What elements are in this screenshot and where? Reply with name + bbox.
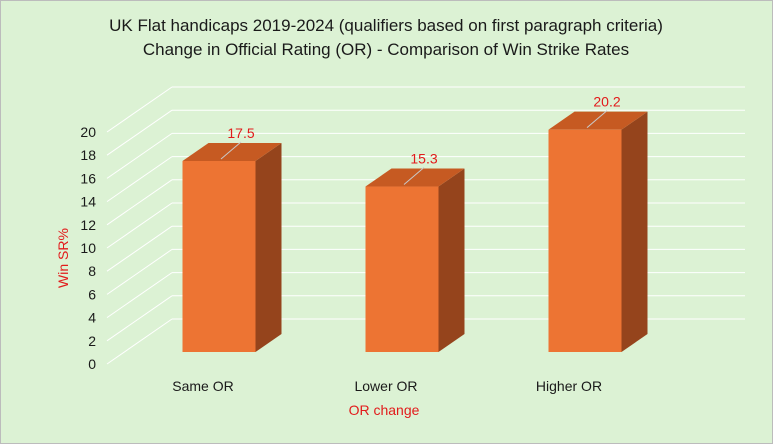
bars (182, 111, 648, 353)
bar-front (548, 129, 622, 352)
bar-top (548, 111, 648, 130)
y-axis-ticks: 0 2 4 6 8 10 12 14 16 18 20 (80, 124, 96, 372)
x-category-label: Higher OR (536, 378, 602, 394)
data-label: 20.2 (593, 94, 620, 110)
bar-top (182, 143, 282, 161)
data-label: 15.3 (410, 151, 437, 167)
data-label-leader (403, 167, 425, 185)
x-category-label: Lower OR (354, 378, 417, 394)
data-label-leader (586, 110, 608, 129)
y-tick-label: 6 (88, 286, 96, 302)
chart-title-line-2: Change in Official Rating (OR) - Compari… (143, 40, 629, 59)
gridline (106, 132, 745, 179)
y-tick-label: 12 (80, 217, 96, 233)
bar (182, 143, 282, 352)
x-axis-categories: Same OR Lower OR Higher OR (172, 378, 602, 394)
data-label: 17.5 (227, 125, 254, 141)
x-axis-title: OR change (349, 402, 420, 418)
y-axis-title: Win SR% (55, 228, 71, 288)
y-tick-label: 10 (80, 240, 96, 256)
bar-side (621, 111, 648, 353)
bar-top (365, 168, 465, 187)
y-tick-label: 8 (88, 263, 96, 279)
data-label-leader (220, 141, 242, 160)
bar-front (182, 161, 256, 352)
y-tick-label: 0 (88, 356, 96, 372)
data-labels: 17.5 15.3 20.2 (220, 94, 621, 185)
bar (365, 168, 465, 352)
bar-side (438, 168, 465, 352)
x-category-label: Same OR (172, 378, 233, 394)
bar-side (255, 143, 282, 352)
chart-title-line-1: UK Flat handicaps 2019-2024 (qualifiers … (109, 16, 663, 35)
bar (548, 111, 648, 353)
gridline (106, 109, 745, 156)
y-tick-label: 14 (80, 194, 96, 210)
y-tick-label: 2 (88, 333, 96, 349)
y-tick-label: 16 (80, 170, 96, 186)
gridline (106, 86, 745, 133)
y-tick-label: 4 (88, 310, 96, 326)
y-tick-label: 20 (80, 124, 96, 140)
y-tick-label: 18 (80, 147, 96, 163)
bar-front (365, 186, 439, 352)
